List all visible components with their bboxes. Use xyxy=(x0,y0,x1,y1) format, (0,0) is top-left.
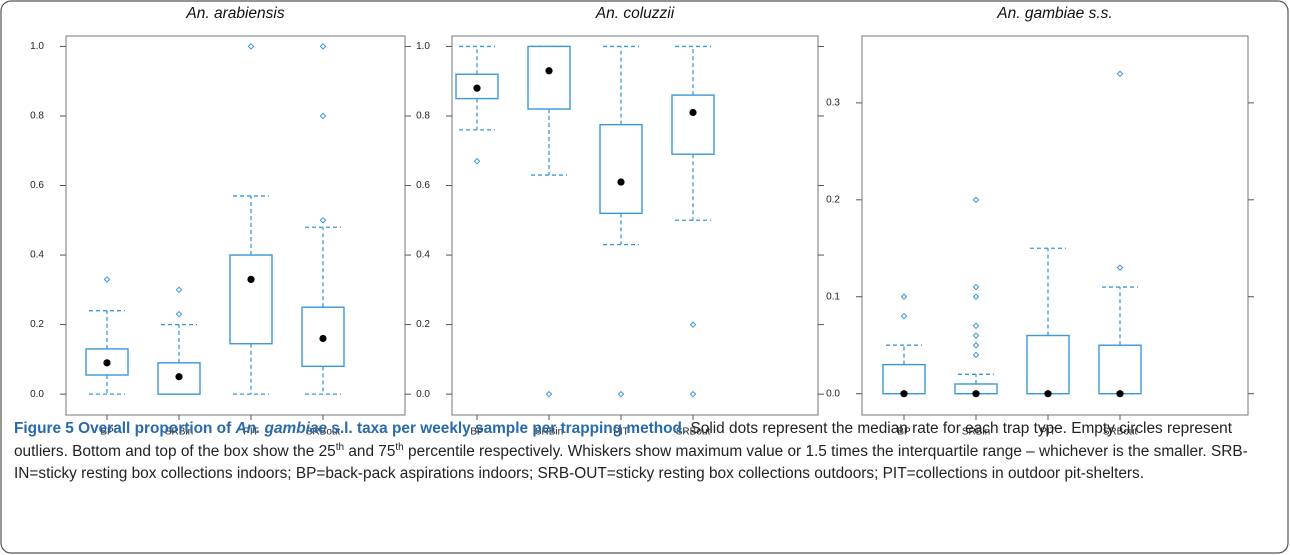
y-tick-label: 0.4 xyxy=(416,250,430,261)
y-tick-label: 0.3 xyxy=(826,98,840,109)
y-tick-label: 0.0 xyxy=(416,389,430,400)
caption: Figure 5 Overall proportion of An. gambi… xyxy=(14,418,1274,486)
y-tick-label: 1.0 xyxy=(416,41,430,52)
y-tick-label: 0.2 xyxy=(826,194,840,205)
median-dot xyxy=(689,108,697,117)
box xyxy=(1026,334,1070,395)
outlier xyxy=(617,390,625,398)
median-dot xyxy=(1044,390,1052,398)
panel-title: An. gambiae s.s. xyxy=(996,5,1112,22)
caption-text: th xyxy=(335,441,345,453)
y-tick-label: 0.6 xyxy=(416,180,430,191)
y-tick-label: 1.0 xyxy=(30,41,44,52)
outlier xyxy=(972,196,980,204)
caption-text: percentile respectively. Whiskers show m… xyxy=(14,442,1248,483)
caption-text: th xyxy=(395,441,404,453)
box xyxy=(671,94,715,155)
x-tick-label: SRBout xyxy=(1103,427,1138,438)
y-tick-label: 0.2 xyxy=(416,319,430,330)
y-tick-label: 0.8 xyxy=(416,111,430,122)
outlier xyxy=(689,321,697,328)
median-dot xyxy=(103,359,111,367)
outlier xyxy=(972,341,980,349)
x-tick-label: PIT xyxy=(243,427,259,438)
x-tick-label: SRBin xyxy=(165,427,193,438)
plot-frame xyxy=(451,35,819,416)
outlier xyxy=(1116,70,1124,78)
x-tick-label: SRBin xyxy=(535,427,563,438)
median-dot xyxy=(545,67,553,75)
y-tick-label: 0.2 xyxy=(30,319,44,330)
y-tick-label: 0.0 xyxy=(826,388,840,399)
x-tick-label: SRBin xyxy=(962,427,990,438)
y-tick-label: 0.4 xyxy=(30,250,44,261)
caption-text: Figure 5 Overall proportion of xyxy=(14,420,236,437)
caption-text: and 75 xyxy=(344,442,396,460)
box xyxy=(527,45,571,110)
panel-title: An. coluzzii xyxy=(595,5,675,22)
plot-frame xyxy=(861,35,1249,416)
outlier xyxy=(319,43,327,50)
x-tick-label: PIT xyxy=(613,427,629,438)
y-tick-label: 0.0 xyxy=(30,389,44,400)
outlier xyxy=(247,43,255,50)
outlier xyxy=(900,293,908,301)
x-tick-label: SRBout xyxy=(306,427,341,438)
median-dot xyxy=(247,275,255,283)
median-dot xyxy=(1116,390,1124,398)
outlier xyxy=(972,332,980,339)
caption-text: Solid dots represent the median rate for… xyxy=(14,420,1233,460)
outlier xyxy=(900,312,908,320)
median-dot xyxy=(972,390,980,398)
outlier xyxy=(689,390,697,398)
x-tick-label: BP xyxy=(897,427,911,438)
median-dot xyxy=(617,178,625,186)
y-tick-label: 0.6 xyxy=(30,180,44,191)
caption-text: An. gambiae xyxy=(235,420,327,437)
box xyxy=(882,363,926,395)
x-tick-label: BP xyxy=(470,427,484,438)
box xyxy=(229,254,273,345)
median-dot xyxy=(900,390,908,398)
plot-frame xyxy=(65,35,406,416)
outlier xyxy=(545,390,553,398)
outlier xyxy=(1116,264,1124,271)
outlier xyxy=(972,322,980,330)
outlier xyxy=(319,112,327,120)
y-tick-label: 0.1 xyxy=(826,291,840,302)
x-tick-label: BP xyxy=(100,427,114,438)
panel-title: An. arabiensis xyxy=(185,5,284,22)
outlier xyxy=(319,216,327,224)
x-tick-label: SRBout xyxy=(676,427,711,438)
median-dot xyxy=(175,373,183,381)
x-tick-label: PIT xyxy=(1040,427,1056,438)
caption-heading: Figure 5 Overall proportion of An. gambi… xyxy=(14,420,686,437)
box xyxy=(599,123,643,215)
outlier xyxy=(175,286,183,294)
outlier xyxy=(972,283,980,291)
outlier xyxy=(175,310,183,318)
median-dot xyxy=(319,334,327,343)
outlier xyxy=(103,276,111,283)
median-dot xyxy=(473,84,481,92)
caption-text: s.l. taxa per weekly sample per trapping… xyxy=(327,420,687,437)
box xyxy=(1098,344,1142,395)
outlier xyxy=(972,351,980,359)
outlier xyxy=(473,157,481,165)
outlier xyxy=(972,293,980,301)
y-tick-label: 0.8 xyxy=(30,111,44,122)
